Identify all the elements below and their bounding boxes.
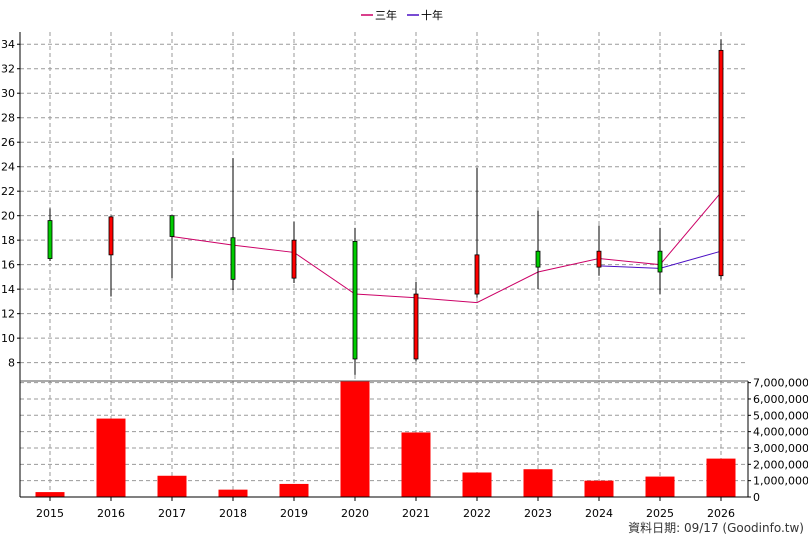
volume-tick-label: 1,000,000 <box>753 475 808 488</box>
x-tick-label: 2019 <box>280 507 308 520</box>
volume-tick-label: 6,000,000 <box>753 393 808 406</box>
volume-bar <box>35 492 65 497</box>
legend: 三年 十年 <box>361 8 443 22</box>
candle-body <box>291 239 297 279</box>
candle-body <box>352 240 358 360</box>
volume-tick-label: 2,000,000 <box>753 458 808 471</box>
price-tick-label: 14 <box>1 283 15 296</box>
candlesticks <box>47 39 724 375</box>
volume-tick-label: 3,000,000 <box>753 442 808 455</box>
x-tick-label: 2023 <box>524 507 552 520</box>
price-tick-label: 30 <box>1 87 15 100</box>
candle-body <box>47 220 53 259</box>
price-grid <box>20 32 748 381</box>
price-tick-label: 20 <box>1 210 15 223</box>
volume-bar <box>218 489 248 497</box>
volume-bar <box>401 432 431 497</box>
price-tick-label: 24 <box>1 161 15 174</box>
price-tick-label: 8 <box>8 357 15 370</box>
price-tick-label: 12 <box>1 308 15 321</box>
price-tick-label: 26 <box>1 136 15 149</box>
legend-label-3yr: 三年 <box>375 8 397 22</box>
candle-body <box>596 250 602 268</box>
price-tick-label: 10 <box>1 332 15 345</box>
price-tick-label: 34 <box>1 38 15 51</box>
x-tick-label: 2020 <box>341 507 369 520</box>
x-tick-label: 2022 <box>463 507 491 520</box>
x-tick-label: 2017 <box>158 507 186 520</box>
price-axis-ticks: 8 10 12 14 16 18 20 22 24 26 28 30 32 34 <box>1 38 20 370</box>
axes <box>19 32 749 498</box>
x-tick-label: 2026 <box>707 507 735 520</box>
volume-tick-label: 7,000,000 <box>753 377 808 390</box>
volume-bar <box>340 381 370 497</box>
candle-body <box>657 250 663 273</box>
candle-body <box>169 215 175 237</box>
price-tick-label: 22 <box>1 185 15 198</box>
volume-bar <box>584 480 614 497</box>
candle-body <box>474 254 480 295</box>
volume-bar <box>706 458 736 497</box>
volume-tick-label: 0 <box>753 491 760 504</box>
candle-body <box>535 250 541 268</box>
candle-body <box>413 293 419 360</box>
volume-axis-ticks: 0 1,000,000 2,000,000 3,000,000 4,000,000 5,0… <box>748 377 808 504</box>
volume-tick-label: 4,000,000 <box>753 426 808 439</box>
price-tick-label: 32 <box>1 63 15 76</box>
volume-bar <box>96 418 126 497</box>
price-tick-label: 16 <box>1 259 15 272</box>
x-tick-label: 2025 <box>646 507 674 520</box>
moving-average-lines <box>171 192 722 304</box>
volume-bar <box>523 469 553 497</box>
price-tick-label: 18 <box>1 234 15 247</box>
volume-bar <box>462 472 492 497</box>
x-tick-label: 2018 <box>219 507 247 520</box>
x-tick-label: 2015 <box>36 507 64 520</box>
x-axis-ticks: 2015 2016 2017 2018 2019 2020 2021 2022 2023 2024… <box>36 497 735 520</box>
footer-source: 資料日期: 09/17 (Goodinfo.tw) <box>628 521 804 535</box>
legend-label-10yr: 十年 <box>421 8 443 22</box>
price-tick-label: 28 <box>1 112 15 125</box>
volume-bars <box>35 381 736 497</box>
candle-body <box>718 49 724 277</box>
x-tick-label: 2024 <box>585 507 613 520</box>
x-tick-label: 2016 <box>97 507 125 520</box>
ma-line <box>171 192 722 304</box>
volume-tick-label: 5,000,000 <box>753 409 808 422</box>
candle-body <box>230 237 236 280</box>
volume-bar <box>279 483 309 497</box>
volume-bar <box>645 476 675 497</box>
x-tick-label: 2021 <box>402 507 430 520</box>
candle-body <box>108 216 114 256</box>
volume-bar <box>157 475 187 497</box>
volume-grid <box>20 381 748 497</box>
